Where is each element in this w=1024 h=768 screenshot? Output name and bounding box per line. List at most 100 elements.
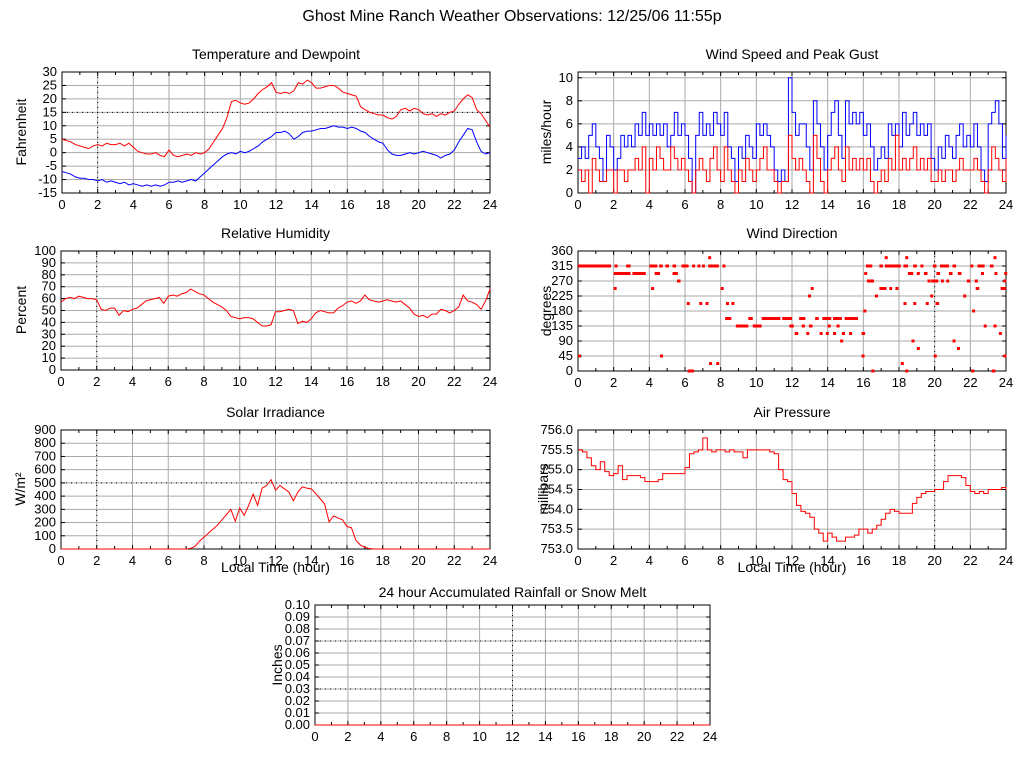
y-tick-label: 755.5 (540, 442, 573, 457)
data-dash (993, 256, 997, 260)
y-tick-label: 753.5 (540, 521, 573, 536)
data-dash (699, 302, 703, 305)
data-dash (697, 264, 701, 268)
data-line-dewpoint (61, 125, 491, 187)
y-tick-label: 0 (566, 363, 573, 378)
data-line-solar-irradiance (61, 478, 490, 550)
x-tick-label: 0 (58, 197, 65, 212)
x-tick-label: 10 (472, 729, 486, 744)
y-tick-label: 100 (34, 528, 56, 543)
data-dash (952, 264, 957, 268)
x-tick-label: 12 (268, 374, 282, 389)
data-dash (977, 264, 985, 268)
data-dash (1000, 287, 1006, 290)
data-line-peak-gust (578, 77, 1007, 194)
y-tick-label: -5 (45, 158, 57, 173)
data-dash (933, 354, 937, 358)
y-tick-label: 50 (42, 303, 56, 318)
y-tick-label: 40 (42, 314, 56, 329)
x-tick-label: 14 (820, 197, 834, 212)
x-tick-label: 2 (93, 553, 100, 568)
data-dash (930, 294, 934, 298)
y-tick-label: 10 (43, 118, 57, 133)
y-tick-label: 70 (42, 279, 56, 294)
data-dash (722, 264, 726, 268)
data-dash (879, 264, 883, 268)
data-dash (861, 332, 866, 335)
data-dash (726, 302, 730, 305)
x-tick-label: 22 (963, 375, 977, 390)
data-dash (903, 302, 907, 305)
data-dash (665, 264, 669, 268)
x-tick-label: 18 (892, 197, 906, 212)
data-dash (966, 279, 971, 283)
data-dash (936, 272, 941, 275)
y-tick-label: 30 (43, 64, 57, 79)
data-dash (1003, 279, 1007, 283)
data-dash (827, 324, 831, 328)
chart-title: Wind Speed and Peak Gust (705, 46, 879, 62)
data-dash (923, 272, 928, 275)
x-tick-label: 4 (646, 553, 653, 568)
x-tick-label: 0 (574, 375, 581, 390)
data-dash (974, 279, 978, 283)
y-tick-label: 20 (43, 91, 57, 106)
x-tick-label: 24 (999, 197, 1013, 212)
y-tick-label: 300 (34, 501, 56, 516)
x-tick-label: 12 (505, 729, 519, 744)
data-dash (761, 317, 781, 320)
data-dash (963, 294, 967, 298)
data-dash (819, 332, 823, 335)
data-dash (649, 264, 658, 268)
x-tick-label: 6 (681, 375, 688, 390)
x-tick-label: 4 (129, 553, 136, 568)
data-dash (920, 264, 924, 268)
y-tick-label: 0.07 (285, 633, 310, 648)
data-dash (913, 302, 917, 305)
y-tick-label: 270 (551, 273, 573, 288)
data-dash (709, 362, 713, 365)
y-tick-label: 5 (50, 131, 57, 146)
x-tick-label: 18 (376, 553, 390, 568)
x-tick-label: 20 (927, 375, 941, 390)
chart-title: Air Pressure (753, 404, 831, 420)
y-tick-label: 0.03 (285, 681, 310, 696)
y-tick-label: 0 (50, 145, 57, 160)
x-tick-label: 4 (646, 197, 653, 212)
data-dash (916, 347, 920, 350)
data-dash (994, 272, 998, 275)
data-dash (833, 332, 837, 335)
data-dash (975, 287, 980, 290)
x-tick-label: 2 (610, 375, 617, 390)
data-dash (932, 264, 937, 268)
data-dash (806, 332, 810, 335)
data-dash (905, 256, 909, 260)
x-tick-label: 18 (892, 553, 906, 568)
data-dash (799, 317, 806, 320)
data-dash (948, 272, 953, 275)
y-tick-label: 400 (34, 488, 56, 503)
data-dash (866, 279, 875, 283)
y-tick-label: 0.04 (285, 669, 310, 684)
x-tick-label: 16 (856, 375, 870, 390)
x-tick-label: 22 (447, 553, 461, 568)
data-dash (822, 317, 832, 320)
x-tick-label: 8 (443, 729, 450, 744)
y-tick-label: 225 (551, 288, 573, 303)
x-tick-label: 22 (447, 374, 461, 389)
chart-title: 24 hour Accumulated Rainfall or Snow Mel… (378, 584, 647, 600)
y-tick-label: -10 (38, 172, 57, 187)
data-dash (725, 317, 732, 320)
y-tick-label: 60 (42, 291, 56, 306)
y-tick-label: 756.0 (540, 422, 573, 437)
x-tick-label: 10 (233, 553, 247, 568)
y-tick-label: 0 (566, 185, 573, 200)
y-tick-label: 500 (34, 475, 56, 490)
y-tick-label: 0.00 (285, 717, 310, 732)
x-tick-label: 12 (785, 197, 799, 212)
